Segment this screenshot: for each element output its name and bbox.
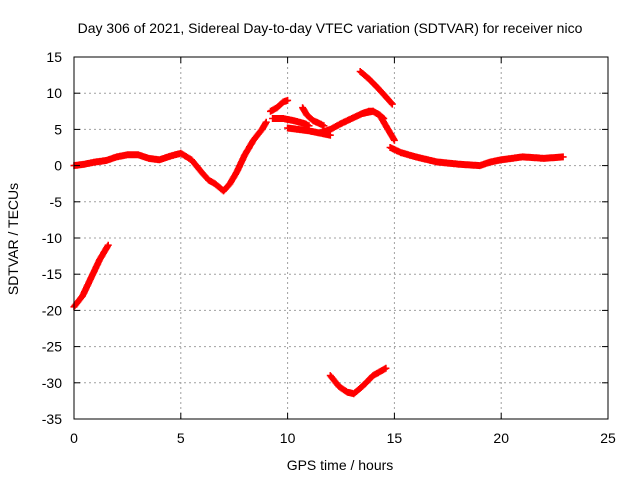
y-tick-label: -30 [42,375,62,391]
x-tick-label: 10 [280,430,296,446]
data-point-markers [299,104,328,130]
y-tick-label: -5 [50,194,63,210]
data-point-markers [269,115,313,130]
y-tick-label: -10 [42,230,62,246]
y-tick-label: -15 [42,266,62,282]
y-tick-label: 5 [54,121,62,137]
x-tick-label: 5 [177,430,185,446]
x-tick-label: 20 [493,430,509,446]
y-tick-label: -25 [42,339,62,355]
data-point-markers [356,68,396,108]
x-tick-label: 15 [387,430,403,446]
y-axis-label: SDTVAR / TECUs [5,183,21,295]
series-arc-13-15 [356,68,396,108]
x-axis-label: GPS time / hours [287,457,394,473]
series-arc-9-11 [269,115,313,130]
data-point-markers [267,96,292,115]
y-tick-label: 0 [54,158,62,174]
x-tick-label: 0 [70,430,78,446]
series-arc-9-10 [267,96,292,115]
series-arc-10-11 [299,104,328,130]
series-arc-15-23 [386,144,567,170]
chart-title: Day 306 of 2021, Sidereal Day-to-day VTE… [78,20,583,36]
y-tick-label: 10 [46,85,62,101]
data-point-markers [386,144,567,170]
y-tick-label: -20 [42,302,62,318]
data-point-markers [358,107,388,122]
series-arc-dip [326,364,390,398]
axes [73,56,609,420]
series-arc-14-15 [358,107,388,122]
data-point-markers [326,364,390,398]
grid [74,57,608,419]
y-tick-label: 15 [46,49,62,65]
y-tick-label: -35 [42,411,62,427]
x-tick-label: 25 [600,430,616,446]
tick-labels: 0 5 10 15 20 25 15 10 5 0 -5 -10 -15 -20 -25 -30 -35 [42,49,616,446]
